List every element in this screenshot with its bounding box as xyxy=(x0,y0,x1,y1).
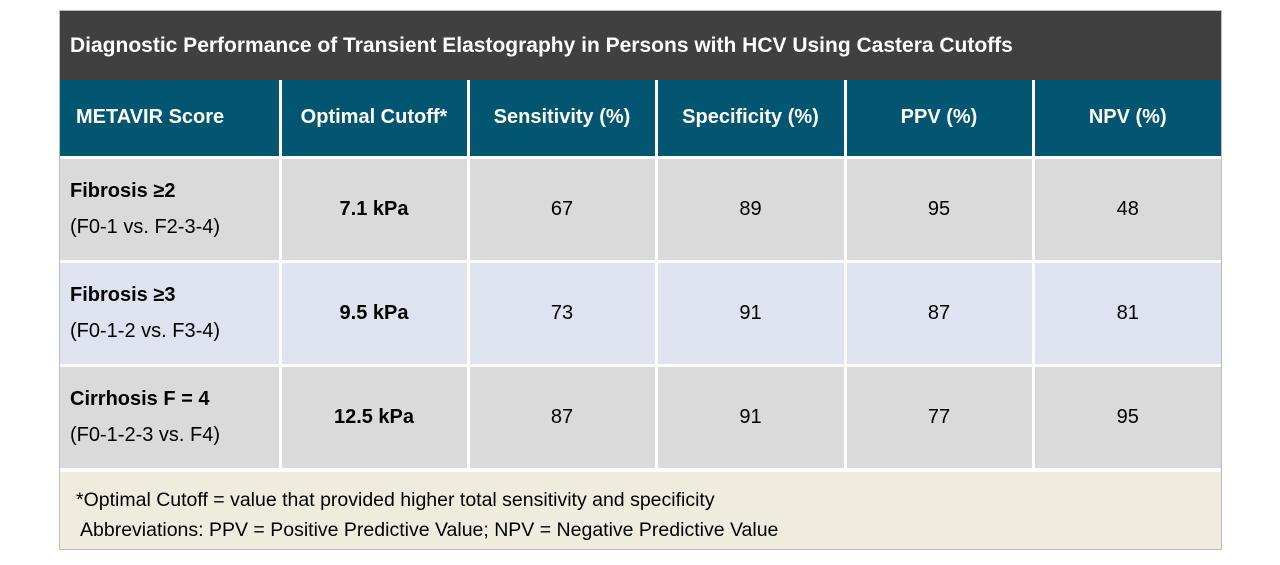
column-header-specificity: Specificity (%) xyxy=(654,80,847,159)
table-row: Fibrosis ≥2 (F0-1 vs. F2-3-4) 7.1 kPa 67… xyxy=(60,155,1221,263)
column-header-npv: NPV (%) xyxy=(1031,80,1221,159)
column-header-sensitivity: Sensitivity (%) xyxy=(466,80,658,159)
optimal-cutoff-cell: 9.5 kPa xyxy=(278,259,470,367)
specificity-cell: 91 xyxy=(654,363,847,471)
score-comparison: (F0-1-2 vs. F3-4) xyxy=(70,320,221,342)
footnote-abbreviations: Abbreviations: PPV = Positive Predictive… xyxy=(80,519,779,541)
sensitivity-cell: 87 xyxy=(466,363,658,471)
specificity-cell: 89 xyxy=(654,155,847,263)
score-name: Fibrosis ≥2 xyxy=(70,180,176,202)
column-header-ppv: PPV (%) xyxy=(843,80,1035,159)
optimal-cutoff-cell: 7.1 kPa xyxy=(278,155,470,263)
npv-cell: 48 xyxy=(1031,155,1221,263)
sensitivity-cell: 73 xyxy=(466,259,658,367)
footnote-cutoff-definition: *Optimal Cutoff = value that provided hi… xyxy=(76,489,715,511)
optimal-cutoff-cell: 12.5 kPa xyxy=(278,363,470,471)
metavir-score-cell: Cirrhosis F = 4 (F0-1-2-3 vs. F4) xyxy=(60,363,282,471)
footnote: *Optimal Cutoff = value that provided hi… xyxy=(60,472,1221,549)
column-header-optimal-cutoff: Optimal Cutoff* xyxy=(278,80,470,159)
column-header-metavir-score: METAVIR Score xyxy=(60,80,282,159)
score-comparison: (F0-1-2-3 vs. F4) xyxy=(70,424,221,446)
metavir-score-cell: Fibrosis ≥2 (F0-1 vs. F2-3-4) xyxy=(60,155,282,263)
ppv-cell: 95 xyxy=(843,155,1035,263)
table-row: Fibrosis ≥3 (F0-1-2 vs. F3-4) 9.5 kPa 73… xyxy=(60,259,1221,367)
score-name: Cirrhosis F = 4 xyxy=(70,388,210,410)
table-title: Diagnostic Performance of Transient Elas… xyxy=(60,11,1221,80)
ppv-cell: 87 xyxy=(843,259,1035,367)
npv-cell: 81 xyxy=(1031,259,1221,367)
table-row: Cirrhosis F = 4 (F0-1-2-3 vs. F4) 12.5 k… xyxy=(60,363,1221,471)
score-comparison: (F0-1 vs. F2-3-4) xyxy=(70,216,221,238)
score-name: Fibrosis ≥3 xyxy=(70,284,176,306)
performance-table: METAVIR Score Optimal Cutoff* Sensitivit… xyxy=(60,80,1221,471)
ppv-cell: 77 xyxy=(843,363,1035,471)
metavir-score-cell: Fibrosis ≥3 (F0-1-2 vs. F3-4) xyxy=(60,259,282,367)
npv-cell: 95 xyxy=(1031,363,1221,471)
sensitivity-cell: 67 xyxy=(466,155,658,263)
header-row: METAVIR Score Optimal Cutoff* Sensitivit… xyxy=(60,80,1221,159)
specificity-cell: 91 xyxy=(654,259,847,367)
slide-card: Diagnostic Performance of Transient Elas… xyxy=(59,10,1222,550)
